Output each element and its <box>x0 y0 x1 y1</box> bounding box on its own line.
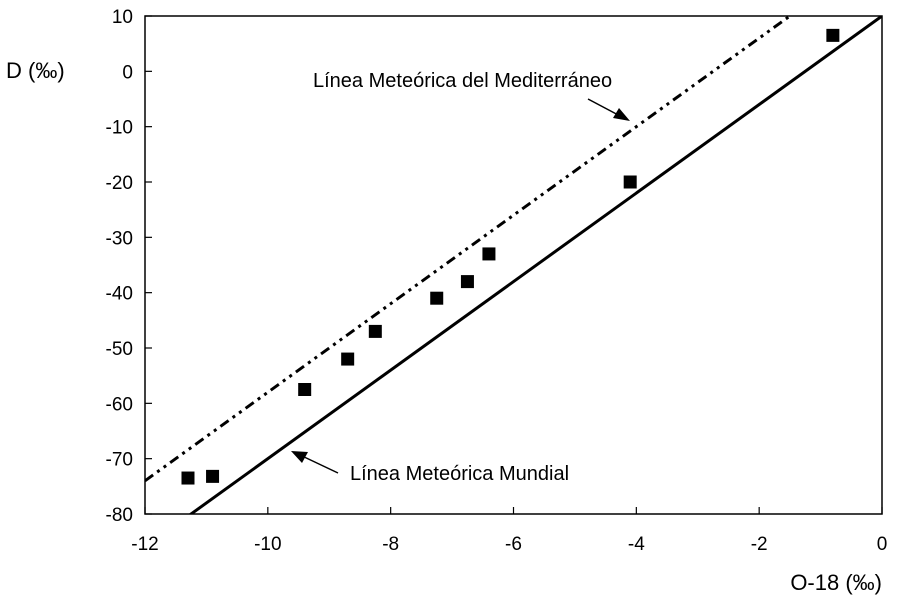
x-axis-ticks: -12 -10 -8 -6 -4 -2 0 <box>131 507 887 555</box>
annotation-mediterranean: Línea Meteórica del Mediterráneo <box>313 70 612 92</box>
x-tick-label: 0 <box>877 534 888 555</box>
arrowhead-mediterranean <box>613 108 630 121</box>
x-tick-label: -6 <box>505 534 522 555</box>
y-axis-ticks: 10 0 -10 -20 -30 -40 -50 -60 -70 -80 <box>106 7 152 526</box>
meteoric-lines <box>145 16 882 514</box>
annotation-world: Línea Meteórica Mundial <box>350 463 569 485</box>
y-tick-label: -60 <box>106 394 133 415</box>
arrowhead-world <box>291 451 308 463</box>
data-point <box>430 291 444 305</box>
data-point <box>206 469 220 483</box>
data-point <box>826 28 840 42</box>
data-point <box>181 471 195 485</box>
x-axis-title: O-18 (‰) <box>790 570 882 595</box>
x-tick-label: -8 <box>382 534 399 555</box>
y-tick-label: -30 <box>106 228 133 249</box>
data-points <box>181 28 840 485</box>
data-point <box>368 324 382 338</box>
y-tick-label: -10 <box>106 118 133 139</box>
x-tick-label: -2 <box>751 534 768 555</box>
y-tick-label: -50 <box>106 339 133 360</box>
y-tick-label: 0 <box>122 62 133 83</box>
data-point <box>482 247 496 261</box>
y-axis-title: D (‰) <box>6 58 65 83</box>
x-tick-label: -4 <box>628 534 645 555</box>
data-point <box>298 383 312 396</box>
y-tick-label: -70 <box>106 450 133 471</box>
world-meteoric-line <box>188 16 882 514</box>
data-point <box>623 175 637 189</box>
data-point <box>341 352 355 366</box>
annotations: Línea Meteórica del Mediterráneo Línea Me… <box>291 70 630 485</box>
x-tick-label: -10 <box>254 534 281 555</box>
arrow-world <box>299 454 339 474</box>
x-tick-label: -12 <box>131 534 158 555</box>
y-tick-label: -20 <box>106 173 133 194</box>
y-tick-label: -80 <box>106 505 133 526</box>
y-tick-label: 10 <box>112 7 133 28</box>
data-point <box>460 275 474 289</box>
y-tick-label: -40 <box>106 284 133 305</box>
